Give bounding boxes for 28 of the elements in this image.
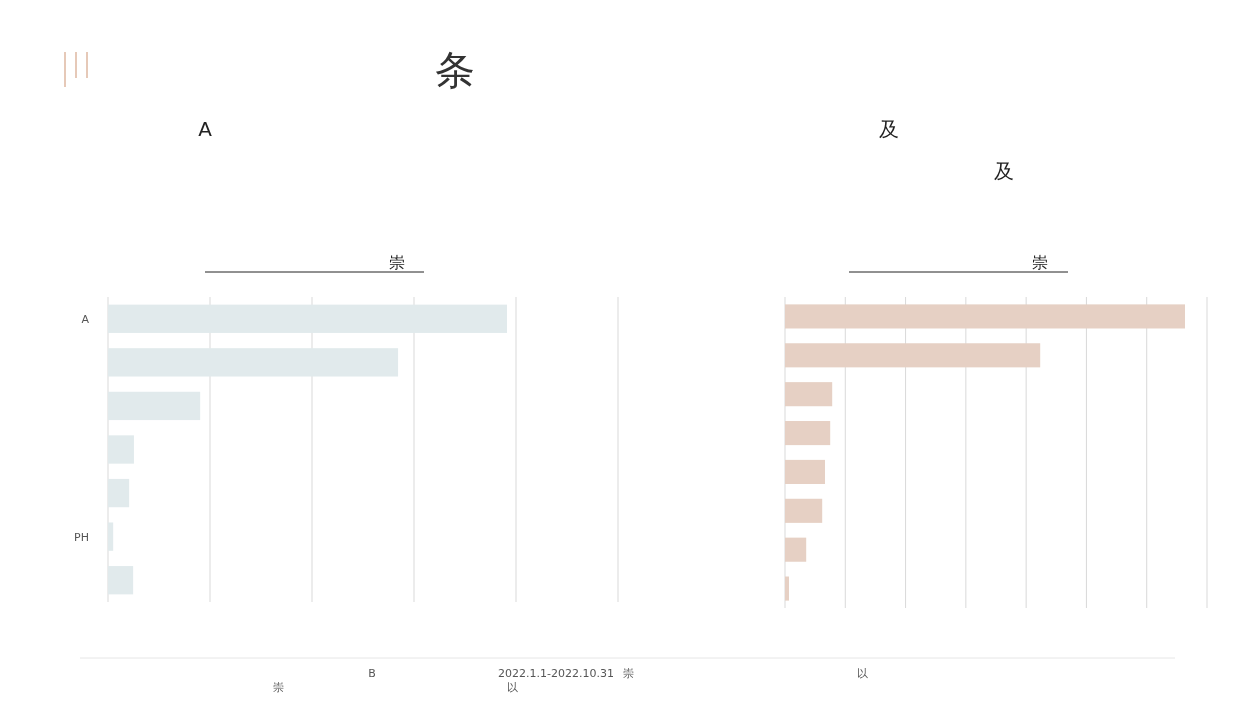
bar: [108, 566, 134, 595]
text: 崇: [272, 681, 284, 694]
chart-title: A: [198, 117, 213, 141]
text: B: [368, 667, 376, 680]
bar: [785, 459, 825, 484]
text: 以: [506, 681, 518, 694]
bar: [785, 576, 789, 601]
text: 崇: [622, 667, 634, 680]
text: 条: [435, 47, 475, 93]
bar: [785, 421, 831, 446]
text: 崇: [1032, 253, 1048, 272]
bar: [108, 435, 134, 464]
bar: [785, 382, 833, 407]
bar: [108, 478, 130, 508]
bar: [108, 391, 201, 421]
y-tick-label: PH: [74, 530, 89, 544]
chart-title: 及: [879, 117, 899, 141]
bar: [108, 304, 507, 333]
bar: [785, 537, 807, 562]
text: 2022.1.1-2022.10.31: [498, 667, 614, 680]
text: 以: [856, 667, 868, 680]
bar: [785, 343, 1041, 368]
chart-subtitle: 崇: [389, 253, 405, 272]
bar: [108, 348, 399, 377]
chart-subtitle: 及: [994, 159, 1014, 183]
bar: [785, 498, 823, 523]
bar: [785, 304, 1185, 329]
bar: [108, 522, 114, 551]
